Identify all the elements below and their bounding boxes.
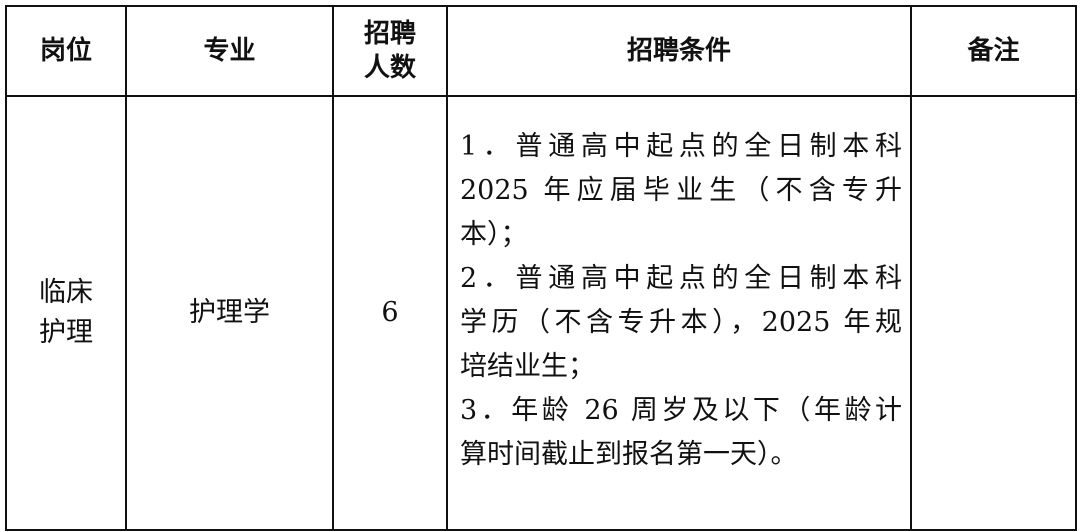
recruitment-table: 岗位 专业 招聘 人数 招聘条件 备注 临床 护理 护理学 6 1．普通高中起点…	[5, 5, 1077, 531]
position-line: 临床	[39, 277, 93, 308]
condition-line: 3．年龄 26 周岁及以下（年龄计	[460, 395, 902, 426]
condition-line: 2．普通高中起点的全日制本科	[460, 263, 902, 294]
cell-conditions: 1．普通高中起点的全日制本科 2025 年应届毕业生（不含专升 本）； 2．普通…	[446, 95, 912, 531]
header-major: 专业	[125, 5, 334, 97]
header-row: 岗位 专业 招聘 人数 招聘条件 备注	[5, 5, 1077, 97]
condition-line: 算时间截止到报名第一天）。	[460, 439, 798, 470]
cell-position: 临床 护理	[5, 95, 127, 531]
condition-line: 1．普通高中起点的全日制本科	[460, 131, 902, 162]
table-row: 临床 护理 护理学 6 1．普通高中起点的全日制本科 2025 年应届毕业生（不…	[5, 95, 1077, 531]
header-position: 岗位	[5, 5, 127, 97]
header-count: 招聘 人数	[332, 5, 448, 97]
cell-major: 护理学	[125, 95, 334, 531]
cell-count: 6	[332, 95, 448, 531]
condition-line: 2025 年应届毕业生（不含专升	[460, 175, 902, 206]
condition-line: 学历（不含专升本），2025 年规	[460, 307, 902, 338]
condition-line: 培结业生；	[460, 351, 595, 382]
condition-line: 本）；	[460, 219, 528, 250]
header-remark: 备注	[910, 5, 1077, 97]
header-conditions: 招聘条件	[446, 5, 912, 97]
position-line: 护理	[39, 317, 93, 348]
cell-remark	[910, 95, 1077, 531]
header-count-line: 人数	[363, 53, 416, 83]
header-count-line: 招聘	[363, 19, 416, 49]
